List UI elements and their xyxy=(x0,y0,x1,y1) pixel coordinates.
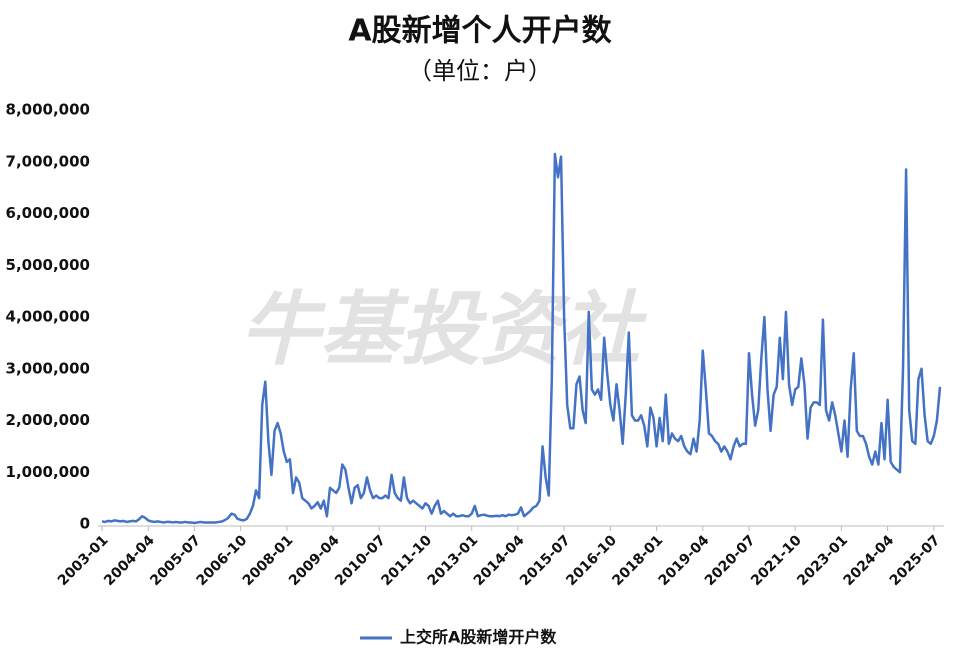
legend-label: 上交所A股新增开户数 xyxy=(400,628,557,647)
y-tick-label: 3,000,000 xyxy=(6,359,90,377)
chart-subtitle: （单位：户） xyxy=(408,57,552,85)
y-tick-label: 8,000,000 xyxy=(6,101,90,119)
y-tick-label: 7,000,000 xyxy=(6,152,90,170)
y-tick-label: 4,000,000 xyxy=(6,308,90,326)
y-tick-label: 0 xyxy=(80,515,90,533)
series-line xyxy=(101,152,942,525)
y-tick-label: 1,000,000 xyxy=(6,463,90,481)
x-tick-label: 2025-07 xyxy=(887,532,944,589)
y-tick-label: 2,000,000 xyxy=(6,411,90,429)
chart-title: A股新增个人开户数 xyxy=(348,14,612,49)
watermark: 牛基投资社 xyxy=(240,283,648,376)
y-tick-label: 6,000,000 xyxy=(6,204,90,222)
y-tick-label: 5,000,000 xyxy=(6,256,90,274)
